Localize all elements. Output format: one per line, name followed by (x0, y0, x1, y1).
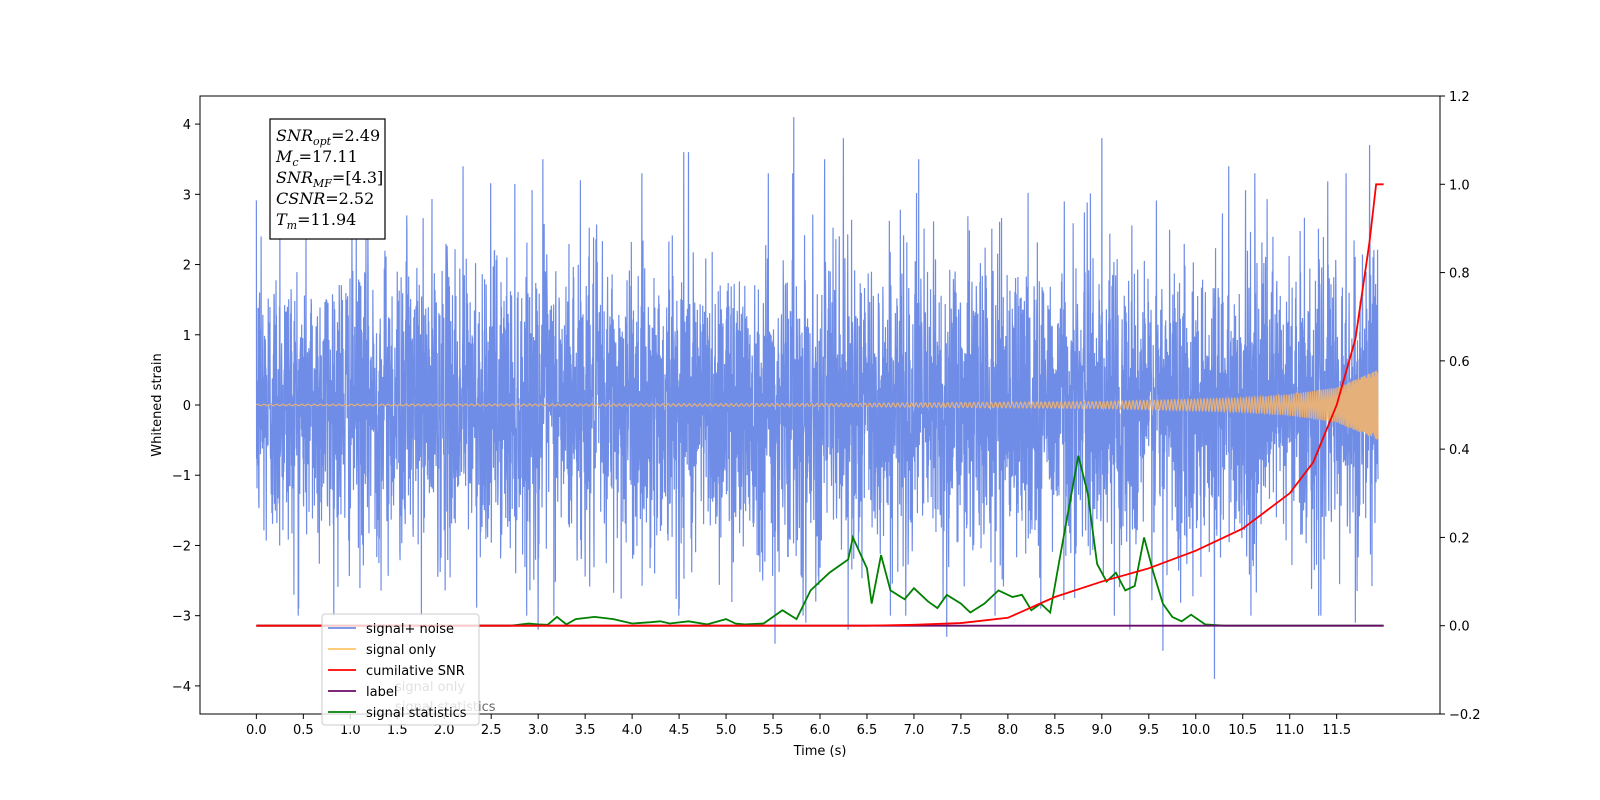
x-tick-label: 2.0 (434, 723, 455, 738)
x-tick-label: 6.0 (810, 723, 831, 738)
x-tick-label: 3.5 (575, 723, 596, 738)
x-tick-label: 6.5 (857, 723, 878, 738)
y-tick-label: −4 (172, 680, 191, 695)
y-tick-label: 1 (183, 329, 191, 344)
x-axis-label: Time (s) (793, 744, 847, 759)
x-tick-label: 9.5 (1138, 723, 1159, 738)
legend-entry-label: signal statistics (366, 706, 467, 721)
y2-tick-label: 0.6 (1449, 355, 1470, 370)
x-tick-label: 5.5 (763, 723, 784, 738)
x-tick-label: 3.0 (528, 723, 549, 738)
x-tick-label: 7.0 (904, 723, 925, 738)
y2-tick-label: −0.2 (1449, 708, 1481, 723)
legend-entry-label: signal only (366, 643, 436, 658)
x-tick-label: 0.0 (246, 723, 267, 738)
y-tick-label: 3 (183, 188, 191, 203)
x-tick-label: 1.0 (340, 723, 361, 738)
stats-line: Tm=11.94 (276, 210, 356, 232)
stats-line: CSNR=2.52 (276, 189, 374, 208)
series-signal-statistics-line (256, 455, 1384, 627)
y-tick-label: −2 (172, 539, 191, 554)
x-tick-label: 1.5 (387, 723, 408, 738)
x-axis: 0.0 0.5 1.0 1.5 2.0 2.5 3.0 3.5 4.0 4.5 5.0 5.5 6.0 6… (246, 714, 1351, 738)
y2-tick-label: 1.2 (1449, 90, 1470, 105)
y-tick-label: −3 (172, 610, 191, 625)
stats-line: Mc=17.11 (275, 147, 358, 169)
x-tick-label: 9.0 (1091, 723, 1112, 738)
x-tick-label: 10.5 (1228, 723, 1257, 738)
series-signal-only-line (256, 370, 1379, 440)
series-cumulative-snr-line (256, 183, 1384, 627)
stats-box-frame (269, 118, 386, 240)
x-tick-label: 8.0 (998, 723, 1019, 738)
x-tick-label: 11.0 (1275, 723, 1304, 738)
stats-line: SNRMF=[4.3] (276, 168, 383, 190)
y2-tick-label: 0.0 (1449, 620, 1470, 635)
series-signal-noise-line (255, 117, 1379, 679)
x-tick-label: 10.0 (1181, 723, 1210, 738)
legend-entry-label: cumilative SNR (366, 664, 465, 679)
y2-tick-label: 0.2 (1449, 531, 1470, 546)
legend-frame (321, 613, 480, 726)
x-tick-label: 4.5 (669, 723, 690, 738)
x-tick-label: 0.5 (293, 723, 314, 738)
y-axis-left: −4 −3 −2 −1 0 1 2 3 4 (172, 118, 200, 695)
y2-tick-label: 0.8 (1449, 267, 1470, 282)
y-axis-right: −0.2 0.0 0.2 0.4 0.6 0.8 1.0 1.2 (1440, 90, 1481, 723)
x-tick-label: 4.0 (622, 723, 643, 738)
y-axis-label: Whitened strain (150, 353, 165, 456)
legend-entry-label: signal+ noise (366, 622, 454, 637)
x-tick-label: 5.0 (716, 723, 737, 738)
y-tick-label: −1 (172, 469, 191, 484)
y-tick-label: 0 (183, 399, 191, 414)
legend-entry-label: label (366, 685, 397, 700)
x-tick-label: 7.5 (951, 723, 972, 738)
y2-tick-label: 1.0 (1449, 178, 1470, 193)
y-tick-label: 4 (183, 118, 191, 133)
stats-line: SNRopt=2.49 (276, 126, 380, 148)
x-tick-label: 2.5 (481, 723, 502, 738)
y-tick-label: 2 (183, 259, 191, 274)
x-tick-label: 11.5 (1322, 723, 1351, 738)
x-tick-label: 8.5 (1045, 723, 1066, 738)
y2-tick-label: 0.4 (1449, 443, 1470, 458)
legend: signal only signal statistics signal+ nois… (321, 613, 496, 726)
